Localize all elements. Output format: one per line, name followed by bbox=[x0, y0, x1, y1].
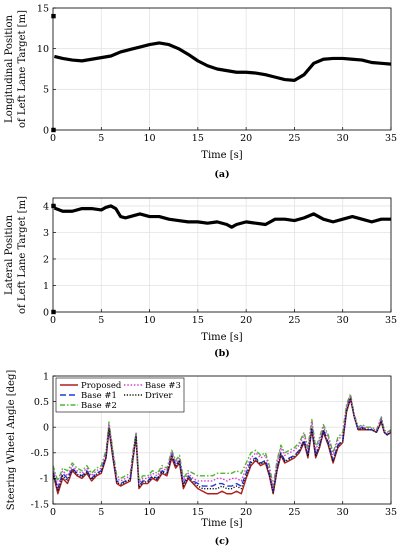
x-tick-label: 10 bbox=[144, 133, 156, 144]
y-axis-label: of Left Lane Target [m] bbox=[17, 196, 28, 314]
y-tick-label: 1 bbox=[43, 281, 49, 292]
y-tick-label: 15 bbox=[37, 3, 49, 14]
y-tick-label: -0.5 bbox=[31, 448, 49, 459]
axes-frame bbox=[52, 197, 392, 313]
x-tick-label: 35 bbox=[385, 507, 397, 518]
series-line bbox=[53, 41, 391, 82]
y-tick-label: -1 bbox=[40, 474, 49, 485]
x-tick-label: 0 bbox=[50, 507, 56, 518]
x-tick-label: 5 bbox=[98, 507, 104, 518]
x-tick-label: 30 bbox=[337, 507, 349, 518]
x-tick-label: 35 bbox=[385, 315, 397, 326]
y-tick-label: 5 bbox=[43, 85, 49, 96]
series-group bbox=[53, 393, 391, 495]
series-line-driver bbox=[53, 397, 391, 494]
x-tick-label: 30 bbox=[337, 315, 349, 326]
x-tick-label: 20 bbox=[240, 133, 252, 144]
axes-frame bbox=[52, 375, 392, 505]
series-line bbox=[53, 204, 391, 229]
x-tick-label: 20 bbox=[240, 315, 252, 326]
legend-entry-label: Driver bbox=[145, 391, 173, 401]
x-tick-label: 5 bbox=[98, 133, 104, 144]
x-tick-label: 5 bbox=[98, 315, 104, 326]
x-tick-label: 25 bbox=[288, 133, 300, 144]
x-tick-label: 30 bbox=[337, 133, 349, 144]
y-tick-label: 0 bbox=[43, 307, 49, 318]
series-group bbox=[53, 41, 391, 82]
legend-entry-label: Base #3 bbox=[145, 381, 181, 391]
x-tick-label: 35 bbox=[385, 133, 397, 144]
y-axis-label: Steering Wheel Angle [deg] bbox=[6, 370, 17, 511]
y-tick-label: 2 bbox=[43, 254, 49, 265]
series-line-base-2 bbox=[53, 393, 391, 487]
panel-caption: (a) bbox=[214, 169, 229, 180]
x-tick-label: 10 bbox=[144, 315, 156, 326]
x-tick-label: 0 bbox=[50, 133, 56, 144]
x-axis-label: Time [s] bbox=[201, 150, 242, 161]
x-tick-label: 20 bbox=[240, 507, 252, 518]
x-tick-label: 15 bbox=[192, 315, 204, 326]
chart-panel-b: 0 5 10 15 20 25 30 35 0 1 2 3 4 Time [s] Lateral Posit… bbox=[4, 196, 397, 359]
y-axis-label: Longitudinal Position bbox=[4, 14, 15, 122]
legend-entry-label: Base #2 bbox=[81, 401, 117, 411]
y-tick-label: 1 bbox=[43, 371, 49, 382]
x-tick-label: 10 bbox=[144, 507, 156, 518]
panel-caption: (b) bbox=[214, 348, 230, 359]
x-tick-label: 15 bbox=[192, 507, 204, 518]
y-tick-label: 3 bbox=[43, 228, 49, 239]
x-tick-label: 25 bbox=[288, 315, 300, 326]
series-group bbox=[53, 204, 391, 229]
y-tick-label: 0 bbox=[43, 423, 49, 434]
x-tick-label: 15 bbox=[192, 133, 204, 144]
chart-panel-a: 0 5 10 15 20 25 30 35 0 5 10 15 Time [s] Longitudinal… bbox=[4, 3, 397, 180]
legend-entry-label: Base #1 bbox=[81, 391, 117, 401]
y-tick-label: 0.5 bbox=[34, 397, 49, 408]
y-tick-label: 10 bbox=[37, 44, 49, 55]
y-axis-label: of Left Lane Target [m] bbox=[17, 10, 28, 128]
y-tick-label: 4 bbox=[43, 201, 49, 212]
y-tick-label: 0 bbox=[43, 125, 49, 136]
y-tick-label: -1.5 bbox=[31, 499, 49, 510]
legend-box bbox=[55, 377, 185, 413]
panel-caption: (c) bbox=[215, 536, 230, 547]
y-axis-label: Lateral Position bbox=[4, 214, 15, 295]
series-line-proposed bbox=[53, 398, 391, 495]
x-tick-label: 25 bbox=[288, 507, 300, 518]
chart-panel-c: 0 5 10 15 20 25 30 35 -1.5 -1 -0.5 0 0.5 1 Time [s] Ste… bbox=[6, 370, 397, 547]
x-tick-label: 0 bbox=[50, 315, 56, 326]
axes-frame bbox=[52, 7, 392, 131]
x-axis-label: Time [s] bbox=[201, 332, 242, 343]
x-axis-label: Time [s] bbox=[201, 518, 242, 529]
legend-entry-label: Proposed bbox=[81, 381, 122, 391]
data-point-marker bbox=[51, 13, 56, 19]
